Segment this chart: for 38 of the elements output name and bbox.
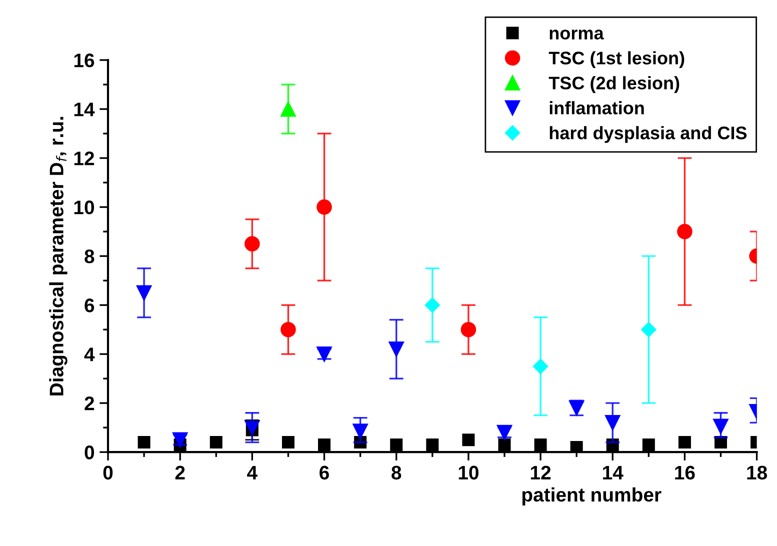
point	[318, 438, 331, 451]
legend-label: inflamation	[550, 101, 644, 114]
x-tick-label: 6	[320, 466, 329, 480]
point	[390, 438, 403, 451]
x-tick-label: 18	[747, 466, 768, 480]
legend-label: TSC (2d lesion)	[548, 76, 680, 93]
y-tick-label: 16	[74, 54, 94, 68]
x-tick-label: 14	[603, 466, 624, 480]
point	[534, 438, 547, 451]
legend-label: TSC (1st lesion)	[548, 51, 684, 68]
point	[570, 440, 583, 452]
point	[426, 438, 439, 451]
x-tick-label: 4	[247, 466, 258, 480]
y-tick-label: 2	[84, 396, 94, 410]
point	[642, 438, 655, 451]
y-tick-label: 14	[74, 102, 95, 116]
x-tick-label: 8	[392, 466, 402, 480]
y-tick-label: 8	[84, 250, 94, 264]
y-tick-label: 10	[74, 200, 94, 214]
y-tick-label: 0	[84, 446, 94, 460]
x-tick-label: 10	[458, 466, 478, 480]
point	[282, 436, 294, 449]
point	[210, 436, 222, 449]
x-tick-label: 0	[103, 466, 113, 480]
legend-label: hard dysplasia and CIS	[550, 126, 747, 143]
x-axis-title: patient number	[522, 487, 662, 506]
x-tick-label: 16	[675, 466, 695, 480]
y-axis-title: Diagnostical parameter D$_{f}$, r.u.	[49, 116, 68, 396]
y-tick-label: 6	[84, 298, 94, 312]
point	[462, 434, 475, 446]
y-tick-label: 12	[74, 152, 94, 166]
x-tick-label: 12	[530, 466, 551, 480]
point	[678, 436, 691, 449]
y-tick-label: 4	[84, 348, 95, 362]
point	[138, 436, 150, 449]
x-tick-label: 2	[175, 466, 185, 480]
legend-label: norma	[550, 30, 604, 40]
point	[498, 438, 511, 451]
